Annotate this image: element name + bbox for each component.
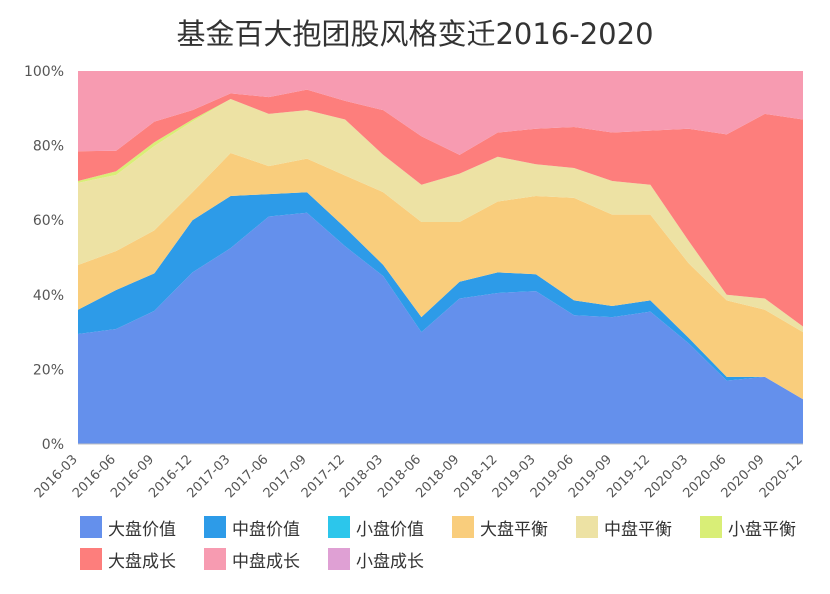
area-series-5 [78, 98, 803, 333]
y-tick-label: 60% [33, 213, 64, 229]
legend-item: 小盘成长 [328, 544, 424, 574]
legend-item: 大盘价值 [80, 512, 176, 542]
legend-label: 大盘成长 [108, 551, 176, 572]
legend-item: 小盘平衡 [700, 512, 796, 542]
legend-label: 大盘平衡 [480, 519, 548, 540]
legend-swatch [328, 516, 350, 538]
legend-item: 小盘价值 [328, 512, 424, 542]
legend-swatch [204, 516, 226, 538]
area-series-1 [78, 212, 803, 444]
legend-label: 中盘价值 [232, 519, 300, 540]
y-tick-label: 0% [42, 437, 64, 453]
area-series-7 [78, 89, 803, 327]
legend-swatch [576, 516, 598, 538]
legend-swatch [80, 516, 102, 538]
legend-item: 中盘平衡 [576, 512, 672, 542]
area-series-2 [78, 192, 803, 400]
legend-label: 小盘成长 [356, 551, 424, 572]
area-series-4 [78, 153, 803, 400]
chart-title: 基金百大抱团股风格变迁2016-2020 [176, 17, 653, 51]
legend-label: 大盘价值 [108, 519, 176, 540]
legend-swatch [80, 548, 102, 570]
legend-swatch [452, 516, 474, 538]
legend-label: 小盘价值 [356, 519, 424, 540]
legend-label: 小盘平衡 [728, 519, 796, 540]
legend-label: 中盘成长 [232, 551, 300, 572]
legend-item: 大盘成长 [80, 544, 176, 574]
y-tick-label: 20% [33, 362, 64, 378]
x-axis: 2016-032016-062016-092016-122017-032017-… [32, 443, 806, 501]
legend-item: 大盘平衡 [452, 512, 548, 542]
y-tick-label: 80% [33, 139, 64, 155]
legend-label: 中盘平衡 [604, 519, 672, 540]
area-layer [78, 71, 803, 444]
legend-item: 中盘价值 [204, 512, 300, 542]
legend-swatch [204, 548, 226, 570]
y-tick-label: 100% [24, 64, 64, 80]
legend-swatch [700, 516, 722, 538]
legend-swatch [328, 548, 350, 570]
area-series-8 [78, 71, 803, 155]
legend-item: 中盘成长 [204, 544, 300, 574]
y-axis: 0% 20% 40% 60% 80% 100% [24, 64, 64, 453]
y-tick-label: 40% [33, 288, 64, 304]
